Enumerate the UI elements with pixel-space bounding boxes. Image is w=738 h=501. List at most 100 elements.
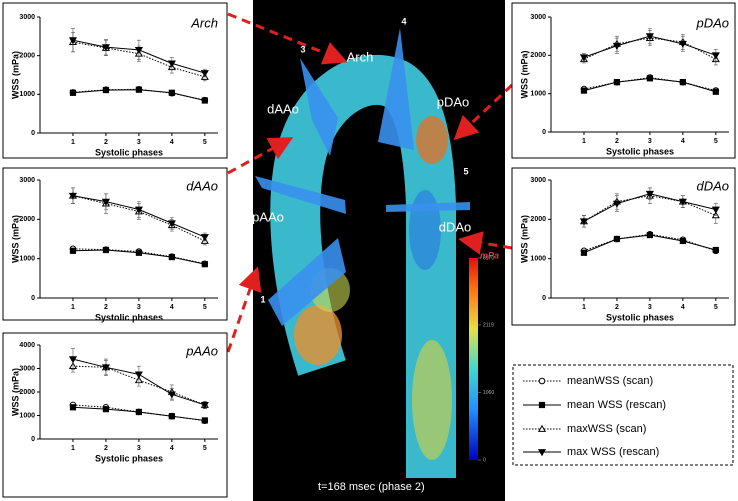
plane-number: 5 xyxy=(463,166,468,176)
marker xyxy=(678,40,687,49)
marker xyxy=(201,417,208,424)
marker xyxy=(538,377,546,385)
marker xyxy=(134,206,143,214)
y-axis-label: WSS (mPa) xyxy=(10,215,20,263)
marker xyxy=(168,89,175,96)
marker xyxy=(68,356,78,364)
y-tick-label: 0 xyxy=(542,129,546,136)
y-tick-label: 3000 xyxy=(530,177,546,184)
colorbar-tick-label: 0 xyxy=(483,457,486,463)
x-tick-label: 2 xyxy=(615,304,619,311)
series-line xyxy=(72,248,205,265)
y-tick-label: 3000 xyxy=(530,14,546,21)
y-tick-label: 1000 xyxy=(19,256,35,263)
x-axis-label: Systolic phases xyxy=(95,453,163,463)
x-tick-label: 1 xyxy=(582,304,586,311)
marker xyxy=(679,237,686,245)
y-tick-label: 1000 xyxy=(19,412,35,419)
x-axis-label: Systolic phases xyxy=(606,146,674,156)
x-tick-label: 4 xyxy=(681,304,685,311)
connector xyxy=(227,12,348,65)
marker xyxy=(678,198,687,206)
x-tick-label: 2 xyxy=(615,138,619,145)
segment-label: pAAo xyxy=(252,209,284,224)
marker xyxy=(201,261,208,268)
connector xyxy=(458,231,513,255)
marker xyxy=(646,231,653,239)
y-tick-label: 0 xyxy=(31,130,35,137)
series-line xyxy=(72,365,205,406)
x-axis-label: Systolic phases xyxy=(95,312,163,322)
y-tick-label: 3000 xyxy=(19,365,35,372)
y-tick-label: 2000 xyxy=(19,389,35,396)
x-tick-label: 5 xyxy=(203,304,207,311)
marker xyxy=(69,247,77,254)
connector xyxy=(453,83,514,141)
marker xyxy=(612,200,621,208)
connector xyxy=(226,266,262,353)
cool-spot xyxy=(409,190,441,270)
colorbar xyxy=(469,258,478,460)
marker xyxy=(645,190,654,198)
segment-label: pDAo xyxy=(437,94,470,109)
x-tick-label: 4 xyxy=(170,304,174,311)
x-tick-label: 3 xyxy=(137,304,141,311)
aorta-render xyxy=(253,0,505,501)
legend-label: meanWSS (scan) xyxy=(567,375,653,387)
plane-number: 3 xyxy=(300,44,305,54)
y-tick-label: 2000 xyxy=(530,52,546,59)
marker xyxy=(167,60,176,68)
legend-label: maxWSS (scan) xyxy=(567,423,646,435)
x-tick-label: 3 xyxy=(648,304,652,311)
marker xyxy=(135,249,142,256)
plane xyxy=(268,238,346,326)
marker xyxy=(134,46,143,55)
y-tick-label: 2000 xyxy=(19,53,35,60)
marker xyxy=(135,86,142,93)
x-tick-label: 5 xyxy=(714,304,718,311)
marker xyxy=(168,413,175,420)
marker xyxy=(101,364,110,372)
y-axis-label: WSS (mPa) xyxy=(519,215,529,263)
hot-spot xyxy=(294,305,342,365)
x-tick-label: 2 xyxy=(104,304,108,311)
x-tick-label: 3 xyxy=(648,138,652,145)
x-tick-label: 3 xyxy=(137,139,141,146)
legend-label: max WSS (rescan) xyxy=(567,446,659,458)
y-tick-label: 1000 xyxy=(530,91,546,98)
connector xyxy=(227,137,294,175)
y-axis-label: WSS (mPa) xyxy=(519,50,529,98)
marker xyxy=(102,406,110,413)
marker xyxy=(69,89,77,96)
y-tick-label: 3000 xyxy=(19,14,35,21)
marker xyxy=(645,33,654,41)
marker xyxy=(101,198,110,206)
panel-title: dDAo xyxy=(696,178,729,193)
colorbar-tick-label: 2119 xyxy=(483,322,494,328)
image-caption: t=168 msec (phase 2) xyxy=(318,481,425,493)
colorbar-tick-label: 1060 xyxy=(483,390,494,396)
marker xyxy=(579,54,589,62)
marker xyxy=(167,391,176,399)
marker xyxy=(201,97,208,104)
marker xyxy=(579,218,589,226)
marker xyxy=(580,87,588,94)
panel-title: Arch xyxy=(190,15,218,30)
marker xyxy=(69,404,77,411)
marker xyxy=(101,44,110,52)
marker xyxy=(537,449,547,457)
marker xyxy=(200,70,209,78)
y-tick-label: 3000 xyxy=(19,177,35,184)
x-tick-label: 2 xyxy=(104,139,108,146)
x-tick-label: 5 xyxy=(203,445,207,452)
plane xyxy=(255,176,346,214)
marker xyxy=(612,42,621,50)
plane-number: 2 xyxy=(247,166,252,176)
x-tick-label: 3 xyxy=(137,445,141,452)
y-tick-label: 0 xyxy=(31,436,35,443)
y-axis-label: WSS (mPa) xyxy=(10,368,20,416)
x-tick-label: 1 xyxy=(71,445,75,452)
y-tick-label: 2000 xyxy=(530,216,546,223)
y-tick-label: 2000 xyxy=(19,216,35,223)
